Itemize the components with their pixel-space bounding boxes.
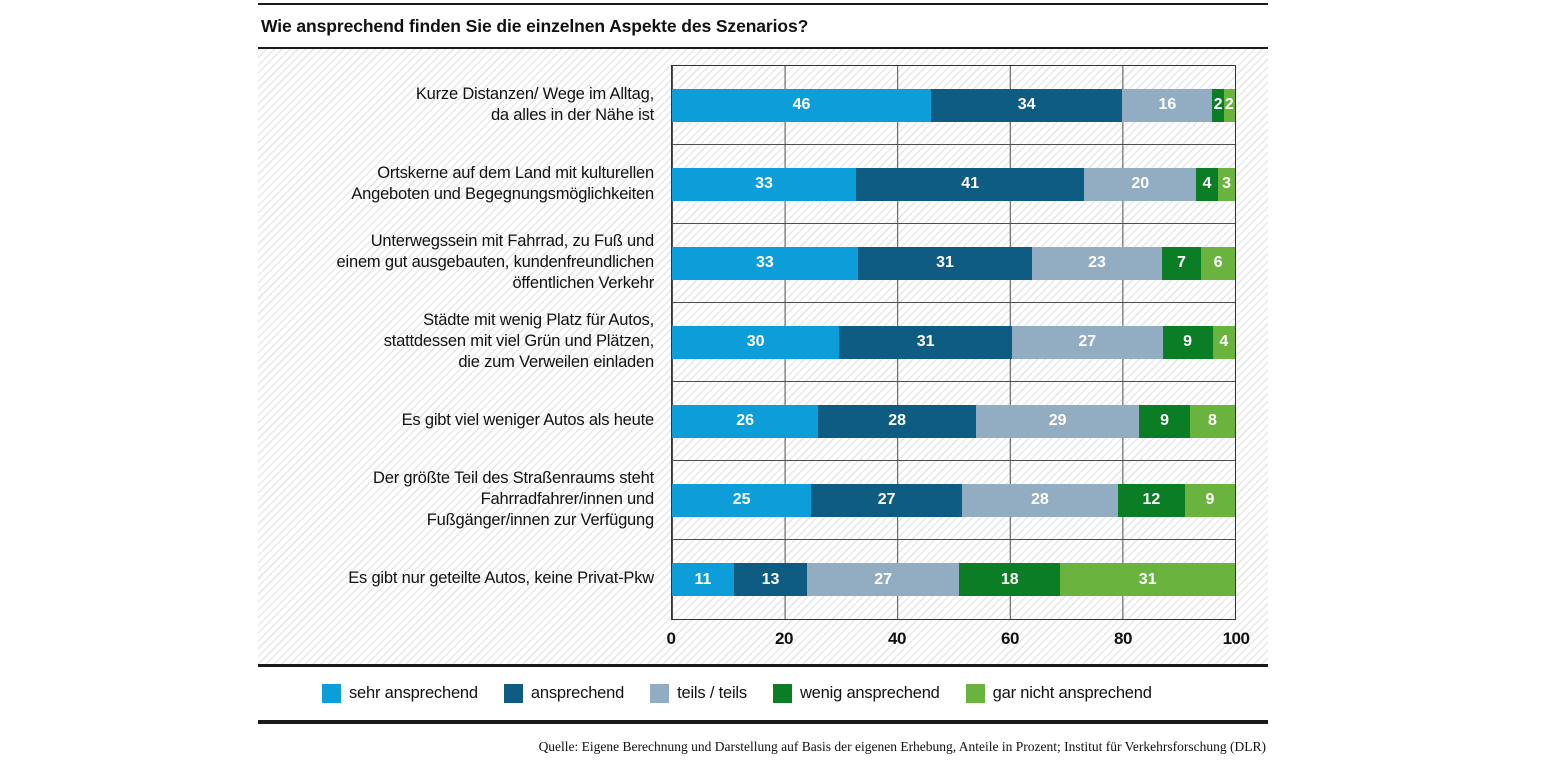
plot-row: 33 31 23 7 6: [672, 224, 1235, 303]
stacked-bar: 33 31 23 7 6: [672, 246, 1235, 280]
bar-segment-sehr-ansprechend: 30: [672, 325, 840, 359]
bar-segment-gar-nicht-ansprechend: 9: [1184, 483, 1235, 517]
plot-row: 25 27 28 12 9: [672, 461, 1235, 540]
bar-segment-gar-nicht-ansprechend: 8: [1189, 404, 1235, 438]
stacked-bar: 33 41 20 4 3: [672, 167, 1235, 201]
category-label: Es gibt nur geteilte Autos, keine Privat…: [348, 569, 654, 587]
bar-segment-wenig-ansprechend: 18: [959, 563, 1061, 596]
legend-label: ansprechend: [530, 684, 625, 702]
bar-segment-sehr-ansprechend: 33: [672, 246, 858, 280]
bar-segment-teils-teils: 27: [1012, 325, 1163, 359]
legend-bottom-rule: [258, 720, 1268, 724]
legend-swatch-icon: [965, 684, 985, 703]
title-rule: [258, 47, 1268, 49]
plot-row: 26 28 29 9 8: [672, 382, 1235, 461]
legend-swatch-icon: [772, 684, 792, 703]
bar-segment-ansprechend: 13: [733, 563, 808, 596]
chart-area: Kurze Distanzen/ Wege im Alltag, da alle…: [258, 49, 1268, 664]
x-axis-tick-label: 20: [775, 629, 793, 648]
plot-row: 46 34 16 2 2: [672, 66, 1235, 145]
bar-segment-wenig-ansprechend: 9: [1139, 404, 1190, 438]
bar-segment-ansprechend: 27: [811, 483, 962, 517]
bar-segment-teils-teils: 29: [976, 404, 1140, 438]
bar-segment-ansprechend: 34: [930, 88, 1123, 122]
bar-segment-sehr-ansprechend: 46: [672, 88, 931, 122]
plot-row: 11 13 27 18 31: [672, 540, 1235, 619]
bar-segment-wenig-ansprechend: 4: [1195, 167, 1219, 201]
bar-segment-gar-nicht-ansprechend: 6: [1201, 246, 1235, 280]
category-labels: Kurze Distanzen/ Wege im Alltag, da alle…: [258, 65, 671, 620]
bar-segment-wenig-ansprechend: 12: [1117, 483, 1185, 517]
chart-figure: Wie ansprechend finden Sie die einzelnen…: [258, 0, 1268, 755]
bar-segment-teils-teils: 16: [1122, 88, 1213, 122]
legend-item-teils-teils: teils / teils: [650, 684, 747, 703]
category-label: Der größte Teil des Straßenraums steht F…: [373, 469, 654, 529]
plot-row: 33 41 20 4 3: [672, 145, 1235, 224]
category-label: Ortskerne auf dem Land mit kulturellen A…: [351, 163, 654, 203]
chart-rows: Kurze Distanzen/ Wege im Alltag, da alle…: [258, 65, 1268, 620]
legend: sehr ansprechend ansprechend teils / teils…: [258, 667, 1268, 720]
stacked-bar: 26 28 29 9 8: [672, 404, 1235, 438]
x-axis-tick-label: 40: [888, 629, 906, 648]
x-axis: 0 20 40 60 80 100: [667, 620, 1250, 662]
bar-segment-teils-teils: 23: [1032, 246, 1162, 280]
bar-segment-gar-nicht-ansprechend: 3: [1218, 167, 1235, 201]
x-axis-tick-label: 80: [1114, 629, 1132, 648]
legend-swatch-icon: [650, 684, 670, 703]
stacked-bar: 46 34 16 2 2: [672, 88, 1235, 122]
legend-label: gar nicht ansprechend: [992, 684, 1152, 702]
bar-segment-wenig-ansprechend: 9: [1162, 325, 1213, 359]
bar-segment-wenig-ansprechend: 7: [1161, 246, 1202, 280]
bar-segment-ansprechend: 31: [857, 246, 1033, 280]
legend-swatch-icon: [322, 684, 341, 703]
bar-segment-wenig-ansprechend: 2: [1212, 88, 1224, 122]
x-axis-tick-label: 100: [1222, 629, 1250, 648]
legend-label: sehr ansprechend: [349, 684, 478, 702]
legend-top-rule: [258, 664, 1268, 667]
bar-segment-teils-teils: 28: [961, 483, 1118, 517]
top-rule: [258, 3, 1268, 5]
legend-label: teils / teils: [677, 684, 747, 702]
source-note: Quelle: Eigene Berechnung und Darstellun…: [538, 739, 1266, 754]
bar-segment-sehr-ansprechend: 33: [672, 167, 856, 201]
x-axis-tick-label: 60: [1001, 629, 1019, 648]
legend-item-wenig-ansprechend: wenig ansprechend: [772, 684, 940, 703]
category-label: Unterwegssein mit Fahrrad, zu Fuß und ei…: [336, 232, 655, 292]
bar-segment-sehr-ansprechend: 26: [672, 404, 819, 438]
legend-swatch-icon: [503, 684, 523, 703]
bar-segment-gar-nicht-ansprechend: 31: [1060, 563, 1235, 596]
bar-segment-ansprechend: 31: [839, 325, 1013, 359]
category-label: Es gibt viel weniger Autos als heute: [401, 411, 655, 429]
legend-label: wenig ansprechend: [799, 684, 940, 702]
bar-segment-teils-teils: 20: [1084, 167, 1196, 201]
stacked-bar: 30 31 27 9 4: [672, 325, 1235, 359]
plot-row: 30 31 27 9 4: [672, 303, 1235, 382]
plot-box: 46 34 16 2 2 33 41 20 4 3 33 31 23 7 6 30 31 27 9 4 26 28 29 9 8…: [671, 65, 1236, 620]
bar-segment-teils-teils: 27: [807, 563, 960, 596]
legend-item-ansprechend: ansprechend: [503, 684, 625, 703]
legend-item-gar-nicht-ansprechend: gar nicht ansprechend: [965, 684, 1152, 703]
legend-item-sehr-ansprechend: sehr ansprechend: [322, 684, 478, 703]
bar-segment-gar-nicht-ansprechend: 4: [1212, 325, 1235, 359]
category-label: Kurze Distanzen/ Wege im Alltag, da alle…: [415, 84, 654, 124]
bar-segment-sehr-ansprechend: 25: [672, 483, 812, 517]
bar-segment-gar-nicht-ansprechend: 2: [1223, 88, 1235, 122]
category-label: Städte mit wenig Platz für Autos, stattd…: [383, 311, 654, 371]
stacked-bar: 25 27 28 12 9: [672, 483, 1235, 517]
x-axis-tick-label: 0: [666, 629, 676, 648]
page-title: Wie ansprechend finden Sie die einzelnen…: [261, 16, 809, 36]
bar-segment-ansprechend: 41: [855, 167, 1085, 201]
bar-segment-sehr-ansprechend: 11: [672, 563, 734, 596]
bar-segment-ansprechend: 28: [818, 404, 976, 438]
stacked-bar: 11 13 27 18 31: [672, 563, 1235, 596]
